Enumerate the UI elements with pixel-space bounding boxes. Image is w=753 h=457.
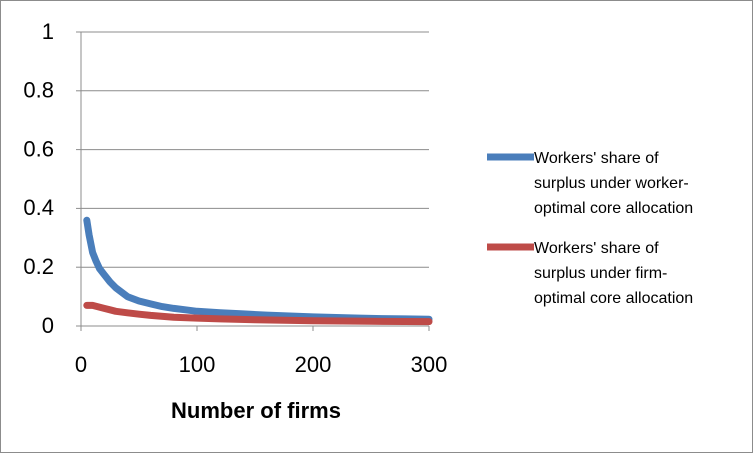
y-tick-label: 1 (42, 19, 54, 44)
legend-label-1: surplus under worker- (534, 175, 689, 192)
legend-label-2: optimal core allocation (534, 290, 693, 307)
y-tick-label: 0.8 (23, 78, 54, 103)
x-axis-label: Number of firms (171, 398, 341, 423)
gridlines (81, 31, 429, 268)
axes (76, 31, 429, 327)
series-line-2 (83, 301, 433, 326)
y-axis-ticks: 0 0.2 0.4 0.6 0.8 1 (23, 19, 54, 338)
legend-label-1: optimal core allocation (534, 200, 693, 217)
legend-label-2: Workers' share of (534, 240, 659, 257)
x-tick-label: 300 (411, 352, 448, 377)
x-tick-label: 200 (295, 352, 332, 377)
legend-label-2: surplus under firm- (534, 265, 667, 282)
x-axis-ticks: 0 100 200 300 (75, 326, 447, 377)
y-tick-label: 0 (42, 313, 54, 338)
y-tick-label: 0.2 (23, 254, 54, 279)
legend-label-1: Workers' share of (534, 150, 659, 167)
series-lines (83, 216, 433, 326)
y-tick-label: 0.6 (23, 136, 54, 161)
x-tick-label: 100 (179, 352, 216, 377)
x-tick-label: 0 (75, 352, 87, 377)
y-tick-label: 0.4 (23, 195, 54, 220)
legend: Workers' share of surplus under worker-op… (487, 150, 693, 307)
series-line-1 (83, 216, 433, 323)
